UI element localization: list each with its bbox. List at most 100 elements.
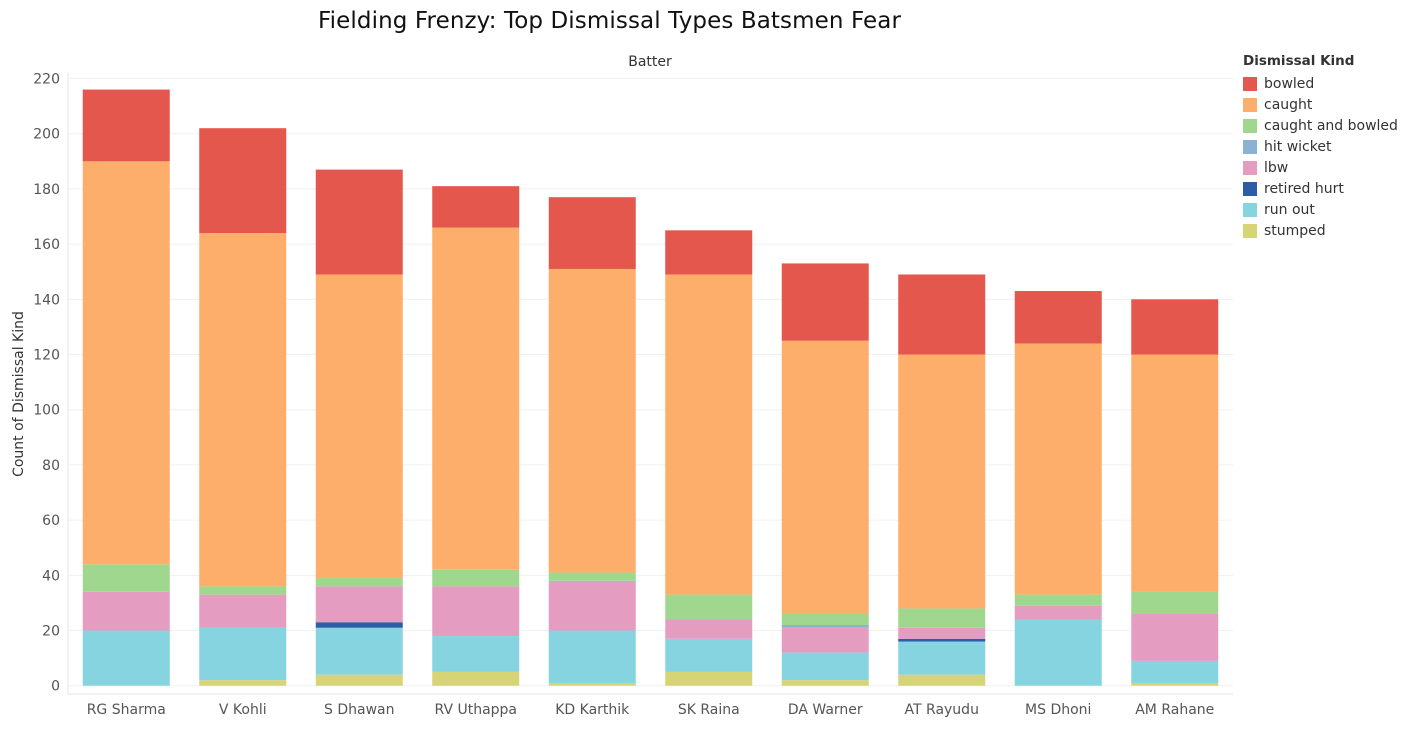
- bar-segment: [82, 564, 170, 592]
- bar-segment: [548, 572, 636, 581]
- bar-segment: [315, 627, 403, 675]
- bar-segment: [665, 594, 753, 620]
- stacked-bar-chart: 0 20 40 60 80 100 120 140 160 180 200 220 RG Sharma…: [11, 54, 1233, 718]
- bar-segment: [548, 268, 636, 573]
- bar-segment: [432, 671, 520, 686]
- bar-segment: [665, 671, 753, 686]
- x-tick-label: RG Sharma: [87, 702, 166, 718]
- bars: [82, 89, 1219, 686]
- x-tick-label: V Kohli: [219, 702, 267, 718]
- y-tick-label: 60: [42, 513, 60, 529]
- bar-segment: [548, 197, 636, 269]
- legend-swatch: [1243, 76, 1257, 91]
- legend-item-caught[interactable]: caught: [1243, 94, 1398, 115]
- legend-label: caught: [1264, 96, 1313, 113]
- bar-segment: [199, 233, 287, 587]
- bar-segment: [665, 619, 753, 639]
- x-tick-label: AM Rahane: [1135, 702, 1214, 718]
- bar-segment: [1131, 660, 1219, 683]
- bar-segment: [781, 340, 869, 614]
- legend-label: bowled: [1264, 75, 1315, 92]
- legend-swatch: [1243, 202, 1257, 217]
- bar-segment: [898, 354, 986, 609]
- legend-label: hit wicket: [1264, 138, 1332, 155]
- bar-segment: [1131, 299, 1219, 355]
- y-tick-label: 0: [51, 679, 60, 695]
- bar-segment: [82, 161, 170, 565]
- bar-segment: [315, 674, 403, 686]
- bar-segment: [315, 274, 403, 579]
- y-tick-label: 80: [42, 458, 60, 474]
- bar-segment: [898, 627, 986, 639]
- bar-segment: [898, 608, 986, 628]
- bar-segment: [898, 641, 986, 675]
- bar-segment: [898, 274, 986, 355]
- y-tick-label: 40: [42, 568, 60, 584]
- bar-segment: [82, 630, 170, 686]
- bar-segment: [432, 227, 520, 570]
- bar-segment: [432, 186, 520, 228]
- bar-segment: [315, 169, 403, 275]
- x-tick-label: S Dhawan: [324, 702, 394, 718]
- legend-title: Dismissal Kind: [1243, 53, 1355, 69]
- x-tick-label: DA Warner: [788, 702, 863, 718]
- bar-segment: [315, 586, 403, 623]
- bar-segment: [199, 128, 287, 234]
- bar-segment: [548, 580, 636, 631]
- y-tick-label: 160: [33, 237, 60, 253]
- bar-segment: [548, 630, 636, 683]
- legend-label: caught and bowled: [1264, 117, 1398, 134]
- bar-segment: [82, 591, 170, 631]
- bar-segment: [1014, 619, 1102, 686]
- bar-segment: [1014, 343, 1102, 595]
- bar-segment: [1014, 291, 1102, 344]
- y-tick-label: 100: [33, 403, 60, 419]
- bar-segment: [548, 682, 636, 686]
- bar-segment: [1131, 591, 1219, 614]
- legend-item-bowled[interactable]: bowled: [1243, 73, 1398, 94]
- legend-item-caught-and-bowled[interactable]: caught and bowled: [1243, 115, 1398, 136]
- bar-segment: [199, 680, 287, 686]
- column-header: Batter: [628, 54, 672, 70]
- y-tick-label: 120: [33, 348, 60, 364]
- bar-segment: [781, 680, 869, 686]
- bar-segment: [1131, 613, 1219, 661]
- legend-item-run-out[interactable]: run out: [1243, 199, 1398, 220]
- bar-segment: [781, 652, 869, 681]
- legend-item-stumped[interactable]: stumped: [1243, 220, 1398, 241]
- legend-swatch: [1243, 139, 1257, 154]
- legend-swatch: [1243, 160, 1257, 175]
- legend-label: retired hurt: [1264, 180, 1344, 197]
- bar-segment: [781, 263, 869, 341]
- bar-segment: [665, 274, 753, 595]
- y-tick-label: 200: [33, 127, 60, 143]
- legend: Dismissal Kind bowled caught caught and …: [1243, 53, 1398, 241]
- legend-swatch: [1243, 223, 1257, 238]
- bar-segment: [665, 638, 753, 672]
- y-axis-ticks: 0 20 40 60 80 100 120 140 160 180 200 220: [33, 72, 60, 695]
- legend-label: run out: [1264, 201, 1315, 218]
- bar-segment: [781, 613, 869, 625]
- legend-label: lbw: [1264, 159, 1289, 176]
- bar-segment: [898, 638, 986, 642]
- y-tick-label: 140: [33, 292, 60, 308]
- bar-segment: [199, 594, 287, 628]
- bar-segment: [315, 622, 403, 628]
- legend-swatch: [1243, 118, 1257, 133]
- legend-swatch: [1243, 97, 1257, 112]
- chart-title: Fielding Frenzy: Top Dismissal Types Bat…: [318, 8, 902, 34]
- bar-segment: [1014, 594, 1102, 606]
- legend-item-lbw[interactable]: lbw: [1243, 157, 1398, 178]
- x-tick-label: RV Uthappa: [434, 702, 517, 718]
- bar-segment: [432, 569, 520, 587]
- legend-item-retired-hurt[interactable]: retired hurt: [1243, 178, 1398, 199]
- x-tick-label: MS Dhoni: [1025, 702, 1091, 718]
- bar-segment: [432, 636, 520, 672]
- bar-segment: [781, 627, 869, 653]
- bar-segment: [1131, 682, 1219, 686]
- x-tick-label: KD Karthik: [555, 702, 630, 718]
- bar-segment: [898, 674, 986, 686]
- y-tick-label: 220: [33, 72, 60, 88]
- legend-item-hit-wicket[interactable]: hit wicket: [1243, 136, 1398, 157]
- x-tick-label: SK Raina: [678, 702, 740, 718]
